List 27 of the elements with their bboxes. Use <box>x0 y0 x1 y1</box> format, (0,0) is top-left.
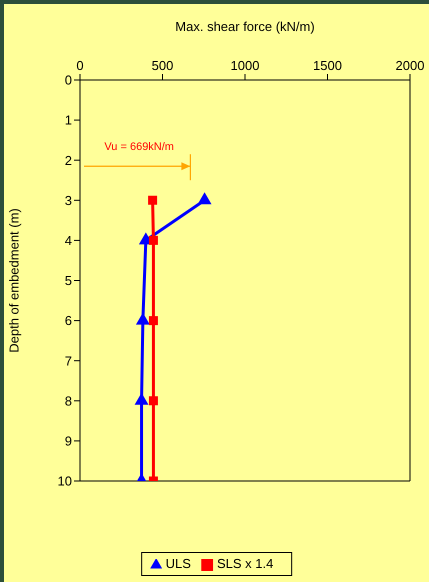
point <box>134 393 148 405</box>
y-tick-label: 7 <box>64 353 72 368</box>
x-tick-label: 1000 <box>230 58 260 73</box>
y-tick-label: 1 <box>64 112 72 128</box>
x-tick-label: 0 <box>76 58 84 73</box>
point <box>198 192 212 204</box>
y-tick-label: 2 <box>64 152 72 168</box>
y-tick-label: 9 <box>64 434 72 449</box>
point <box>148 316 158 326</box>
x-tick-label: 1500 <box>313 58 342 73</box>
point <box>148 196 158 205</box>
x-tick-label: 500 <box>152 58 174 73</box>
y-tick-label: 4 <box>64 233 72 248</box>
legend-label: ULS <box>166 556 191 571</box>
x-tick-label: 2000 <box>396 58 424 73</box>
y-tick-label: 8 <box>64 393 72 408</box>
ref-line-label: Vu = 669kN/m <box>104 141 174 154</box>
y-tick-label: 10 <box>58 474 72 489</box>
y-tick-label: 0 <box>64 72 72 88</box>
y-tick-label: 5 <box>64 273 72 288</box>
point <box>136 313 150 325</box>
y-tick-label: 6 <box>64 313 72 328</box>
y-axis-title: Depth of embedment (m) <box>6 208 22 353</box>
x-axis-title: Max. shear force (kN/m) <box>175 19 315 34</box>
y-tick-label: 3 <box>64 192 72 208</box>
legend-label: SLS x 1.4 <box>216 556 274 571</box>
point <box>148 236 158 245</box>
